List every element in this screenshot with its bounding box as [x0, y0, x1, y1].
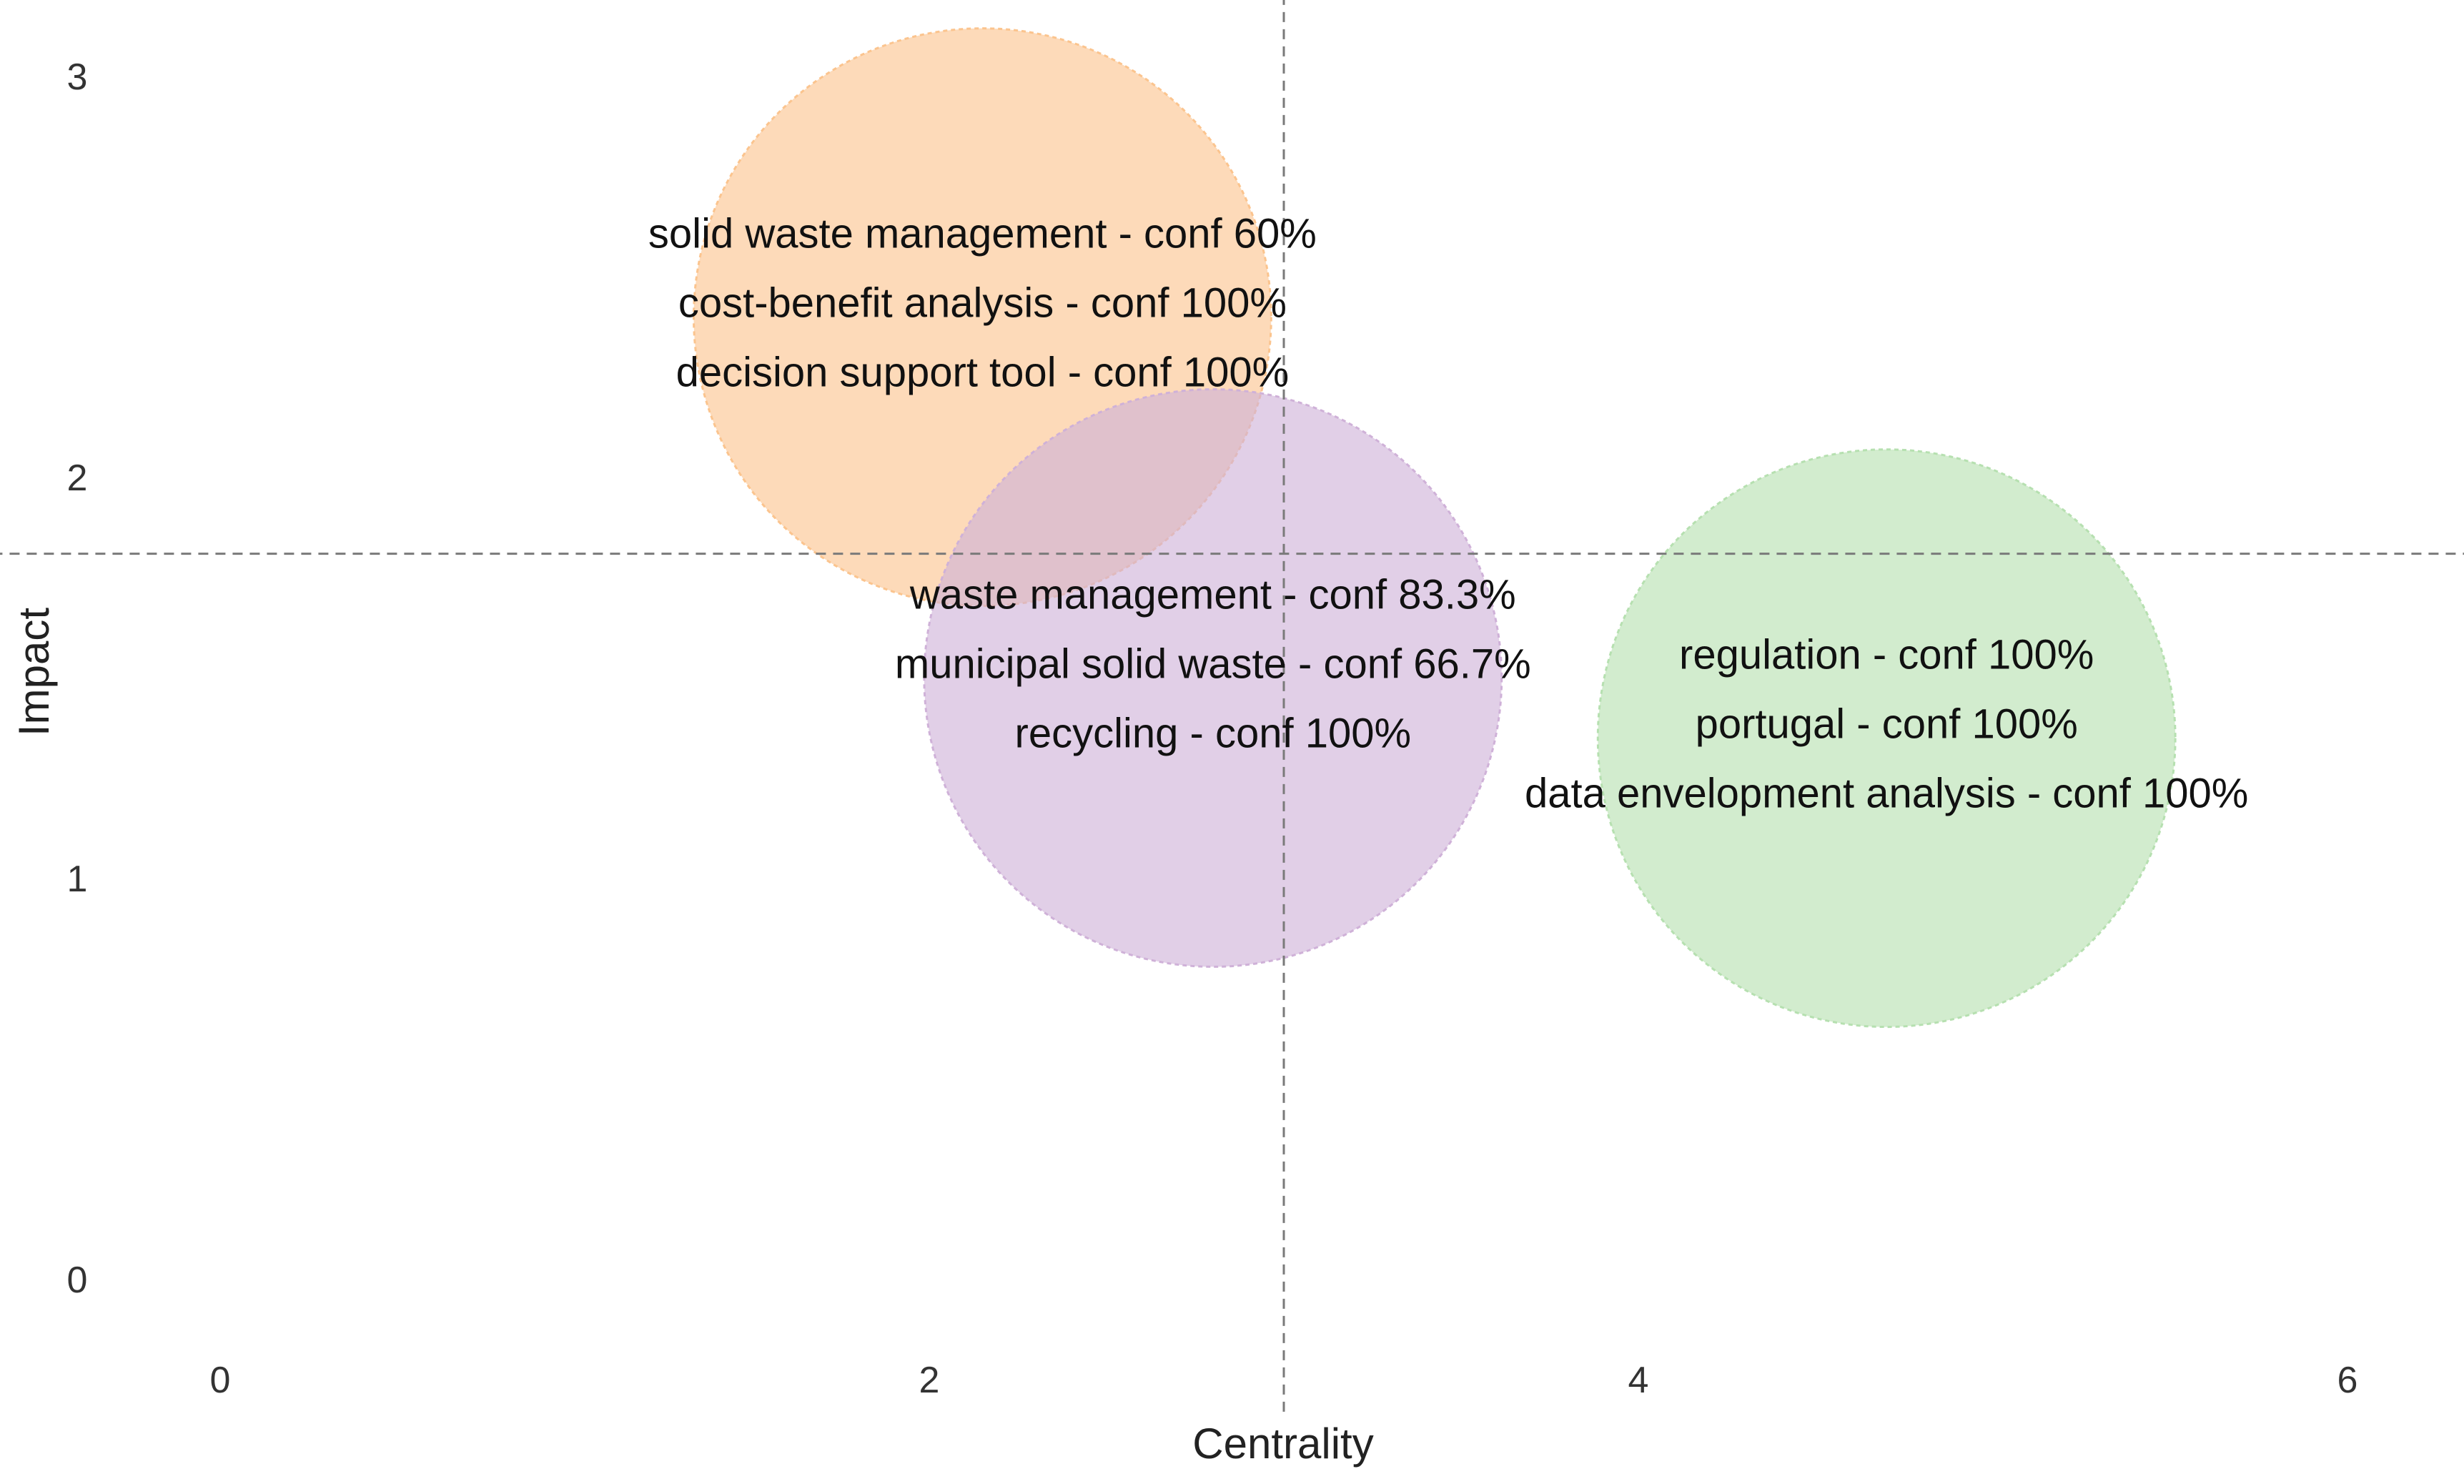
- cluster-3-label-2: portugal - conf 100%: [1696, 701, 2078, 748]
- cluster-1-label-1: solid waste management - conf 60%: [648, 211, 1317, 257]
- cluster-2-label-1: waste management - conf 83.3%: [909, 572, 1516, 618]
- cluster-bubble-2: [923, 388, 1503, 968]
- y-tick-label: 1: [67, 859, 88, 900]
- cluster-3-label-1: regulation - conf 100%: [1679, 632, 2094, 678]
- bubbles: [692, 27, 2177, 1029]
- x-tick-label: 4: [1628, 1360, 1649, 1401]
- x-tick-label: 2: [919, 1360, 940, 1401]
- cluster-bubble-3: [1596, 448, 2177, 1029]
- cluster-labels: solid waste management - conf 60% cost-be…: [648, 211, 2248, 817]
- x-tick-label: 0: [210, 1360, 231, 1401]
- y-axis-ticks: 0 1 2 3: [67, 56, 88, 1301]
- y-tick-label: 0: [67, 1260, 88, 1301]
- y-tick-label: 2: [67, 457, 88, 499]
- x-axis-ticks: 0 2 4 6: [210, 1360, 2358, 1401]
- y-axis-title: Impact: [10, 608, 58, 736]
- x-axis-title: Centrality: [1192, 1420, 1373, 1468]
- cluster-2-label-3: recycling - conf 100%: [1015, 711, 1411, 757]
- reference-lines: [0, 0, 2464, 1413]
- cluster-1-label-3: decision support tool - conf 100%: [676, 350, 1290, 396]
- cluster-3-label-3: data envelopment analysis - conf 100%: [1525, 771, 2248, 817]
- y-tick-label: 3: [67, 56, 88, 98]
- cluster-1-label-2: cost-benefit analysis - conf 100%: [678, 280, 1287, 327]
- x-tick-label: 6: [2337, 1360, 2358, 1401]
- cluster-2-label-2: municipal solid waste - conf 66.7%: [895, 641, 1531, 688]
